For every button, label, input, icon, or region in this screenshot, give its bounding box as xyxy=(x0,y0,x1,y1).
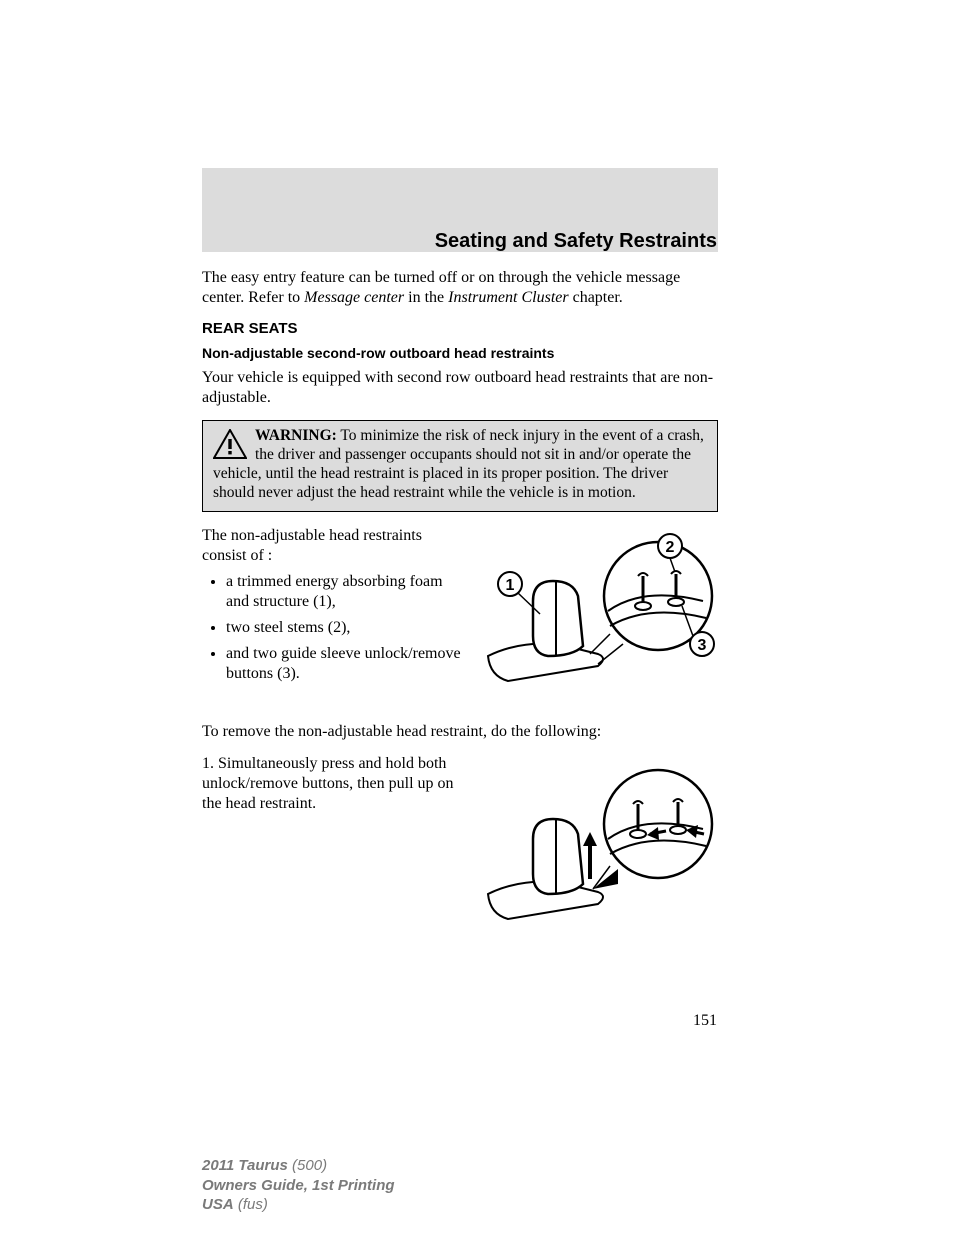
footer-region: USA xyxy=(202,1196,234,1213)
footer-line-1: 2011 Taurus (500) xyxy=(202,1156,395,1176)
consist-of-block: The non-adjustable head restraints consi… xyxy=(202,526,718,712)
intro-em2: Instrument Cluster xyxy=(448,289,568,306)
intro-em1: Message center xyxy=(304,289,404,306)
page-number: 151 xyxy=(693,1012,717,1030)
callout-1-label: 1 xyxy=(506,577,515,594)
bullet-item: two steel stems (2), xyxy=(226,618,464,638)
consist-of-intro: The non-adjustable head restraints consi… xyxy=(202,526,464,566)
remove-intro: To remove the non-adjustable head restra… xyxy=(202,722,718,742)
diagram-1: 1 2 3 xyxy=(478,526,718,712)
diagram-2 xyxy=(478,754,718,940)
bullet-item: a trimmed energy absorbing foam and stru… xyxy=(226,572,464,612)
remove-step-text: 1. Simultaneously press and hold both un… xyxy=(202,754,464,940)
footer-model-suffix: (500) xyxy=(288,1157,327,1174)
footer-region-suffix: (fus) xyxy=(234,1196,268,1213)
intro-mid: in the xyxy=(404,289,448,306)
intro-paragraph: The easy entry feature can be turned off… xyxy=(202,268,718,308)
section-title: Seating and Safety Restraints xyxy=(435,230,717,253)
heading-rear-seats: REAR SEATS xyxy=(202,320,718,339)
callout-2-label: 2 xyxy=(666,539,675,556)
page-content: The easy entry feature can be turned off… xyxy=(202,268,718,950)
footer-line-3: USA (fus) xyxy=(202,1195,395,1215)
remove-step-1: 1. Simultaneously press and hold both un… xyxy=(202,754,464,814)
intro-post: chapter. xyxy=(569,289,623,306)
remove-block: 1. Simultaneously press and hold both un… xyxy=(202,754,718,940)
equipped-paragraph: Your vehicle is equipped with second row… xyxy=(202,368,718,408)
callout-3-label: 3 xyxy=(698,637,707,654)
bullet-list: a trimmed energy absorbing foam and stru… xyxy=(202,572,464,684)
footer-model: 2011 Taurus xyxy=(202,1157,288,1174)
consist-of-text: The non-adjustable head restraints consi… xyxy=(202,526,464,712)
warning-box: WARNING: To minimize the risk of neck in… xyxy=(202,420,718,512)
warning-icon xyxy=(213,429,247,459)
footer-line-2: Owners Guide, 1st Printing xyxy=(202,1176,395,1196)
footer: 2011 Taurus (500) Owners Guide, 1st Prin… xyxy=(202,1156,395,1215)
warning-label: WARNING: xyxy=(255,427,337,444)
bullet-item: and two guide sleeve unlock/remove butto… xyxy=(226,644,464,684)
heading-nonadjustable: Non-adjustable second-row outboard head … xyxy=(202,345,718,363)
